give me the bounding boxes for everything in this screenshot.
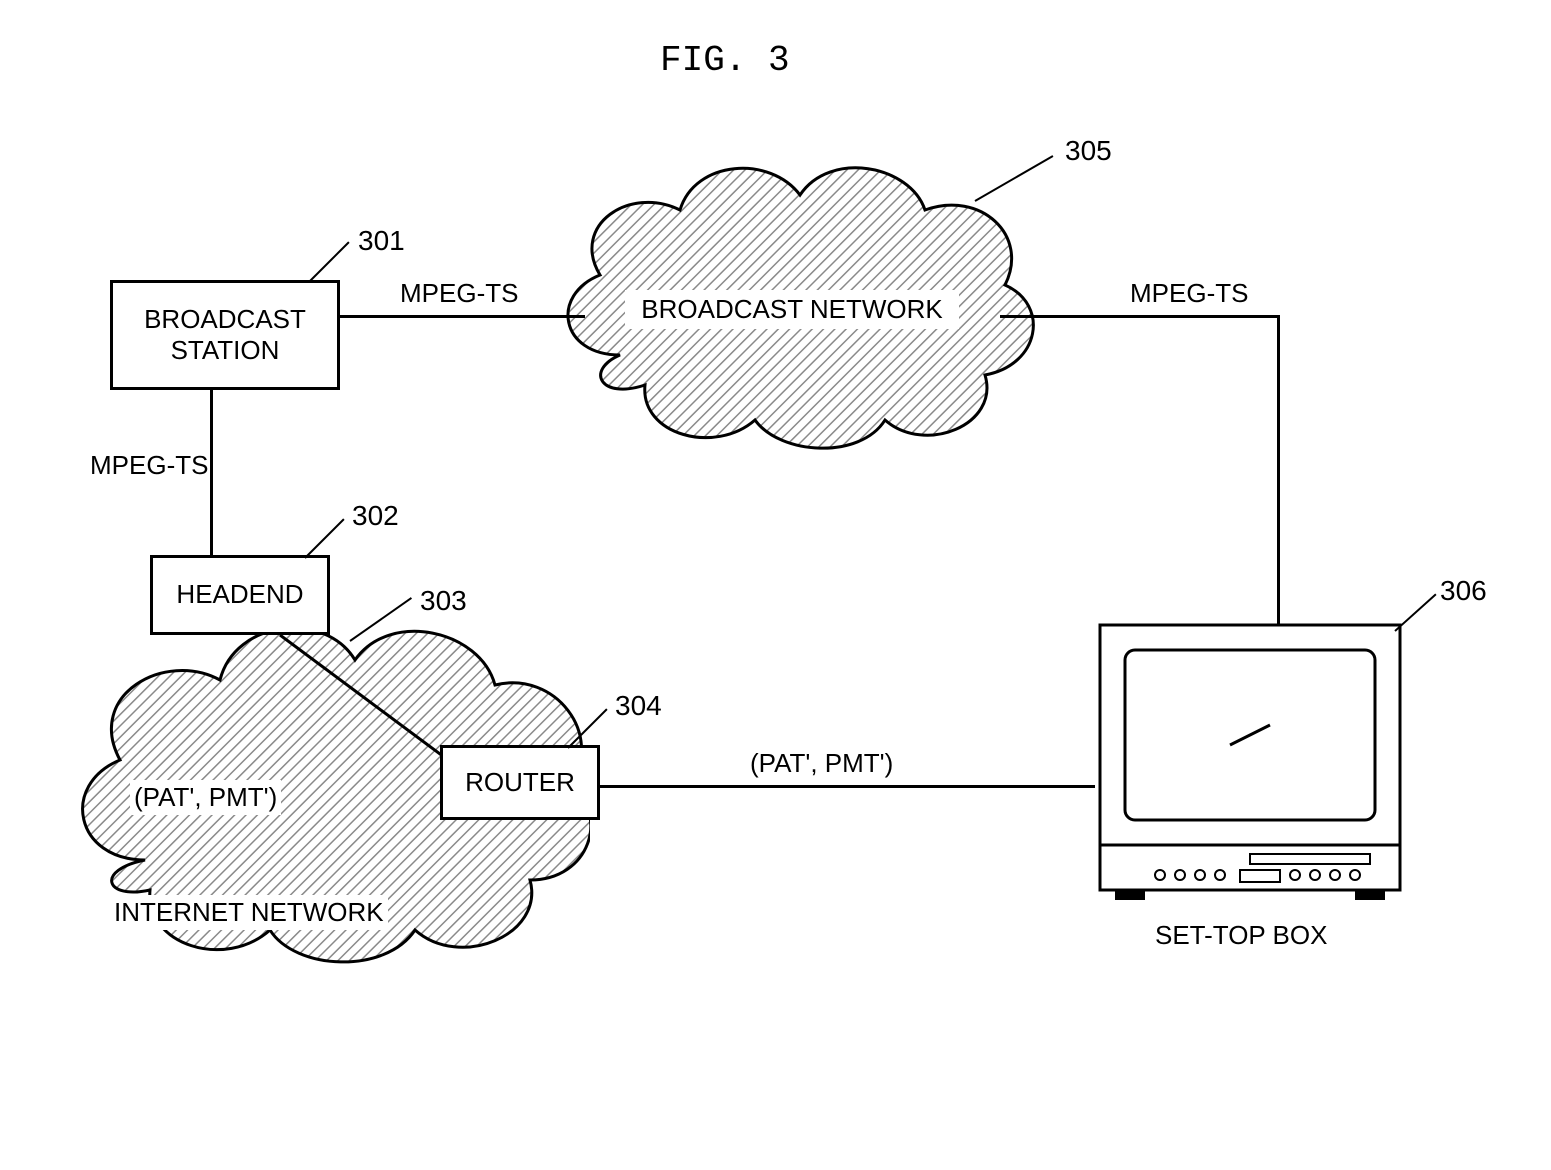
broadcast-station-box: BROADCAST STATION [110,280,340,390]
ref-302: 302 [352,500,399,532]
edge-bs-bn [340,315,585,318]
edge-rt-stb-label: (PAT', PMT') [750,748,893,779]
set-top-box-label: SET-TOP BOX [1155,920,1327,951]
ref-301: 301 [358,225,405,257]
edge-bs-he-label: MPEG-TS [90,450,208,481]
edge-bs-he [210,390,213,555]
broadcast-network-label: BROADCAST NETWORK [625,290,959,329]
edge-bn-stb-h [1000,315,1280,318]
ref-305: 305 [1065,135,1112,167]
figure-title: FIG. 3 [660,40,790,81]
ref-303: 303 [420,585,467,617]
ref-304: 304 [615,690,662,722]
ref-306: 306 [1440,575,1487,607]
router-box: ROUTER [440,745,600,820]
edge-bn-stb-v [1277,315,1280,625]
set-top-box [1090,620,1410,915]
he-rt-label: (PAT', PMT') [130,780,281,815]
headend-box: HEADEND [150,555,330,635]
internet-network-label: INTERNET NETWORK [110,895,388,930]
ref-line-301 [309,241,349,281]
edge-bs-bn-label: MPEG-TS [400,278,518,309]
ref-line-306 [1394,593,1436,631]
edge-bn-stb-label: MPEG-TS [1130,278,1248,309]
edge-rt-stb [600,785,1095,788]
ref-line-302 [304,518,344,558]
figure-canvas: FIG. 3 BROADCAST NETWORK 305 (PAT', PMT'… [0,0,1551,1170]
